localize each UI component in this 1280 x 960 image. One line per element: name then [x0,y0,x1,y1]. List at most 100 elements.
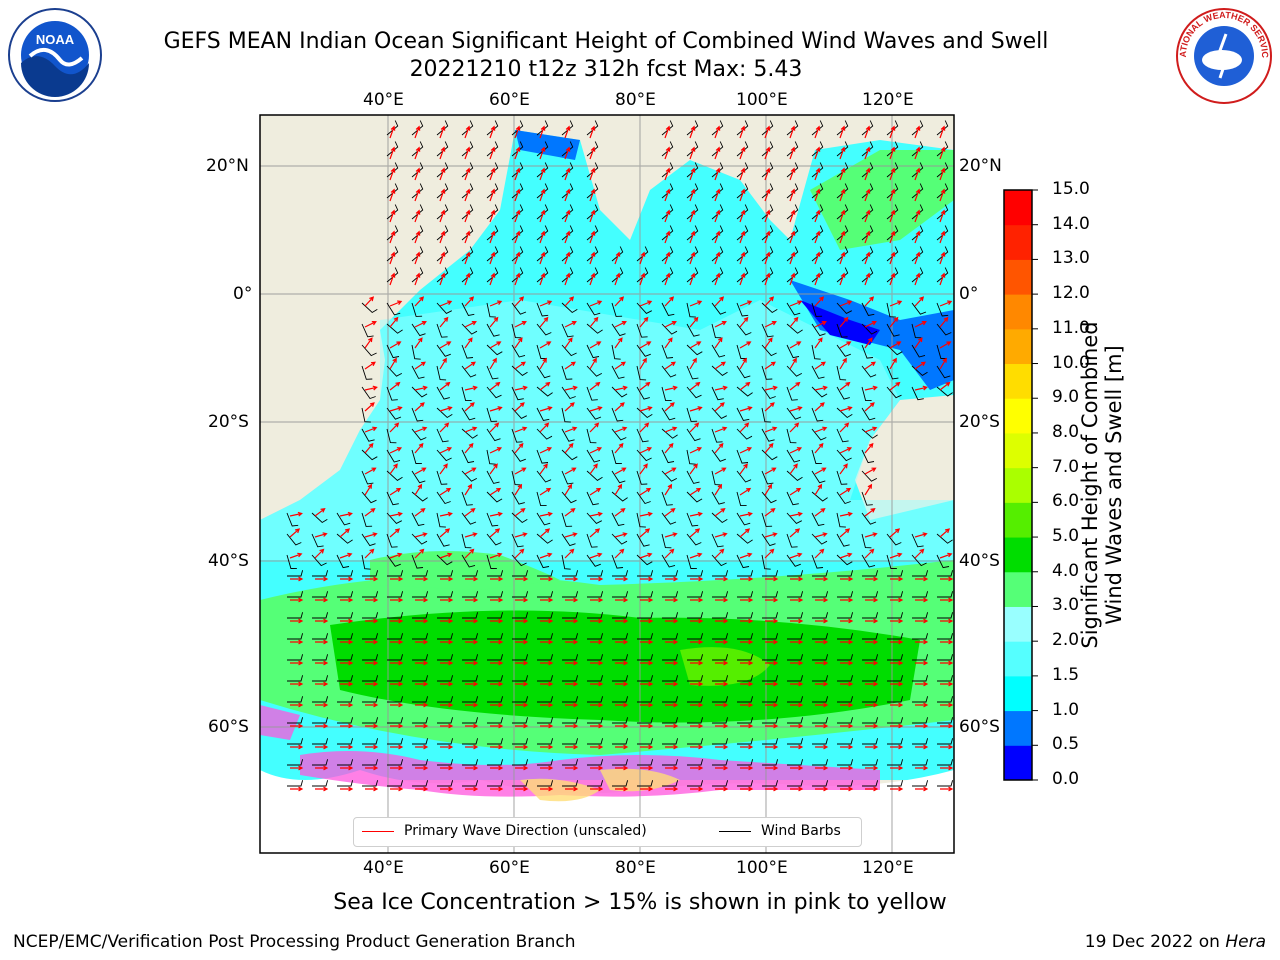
wind-barb [912,780,929,787]
wave-direction-arrow [664,385,678,391]
wave-direction-arrow [465,702,479,708]
wave-direction-arrow [439,316,449,328]
wind-barb [611,407,624,422]
wind-barb [711,386,724,401]
wind-barb [361,386,376,400]
wave-direction-arrow [464,125,471,139]
wind-barb [386,554,401,567]
wave-direction-arrow [814,385,828,391]
wind-barb [486,470,500,484]
wind-barb [637,759,654,766]
wave-direction-arrow [464,532,478,538]
low-wave-blue-north [515,130,580,160]
wind-barb [586,183,599,199]
wind-barb [561,162,574,178]
wave-direction-arrow [939,528,951,538]
wind-barb [887,696,904,703]
wave-direction-arrow [640,702,654,708]
wind-barb [462,717,479,724]
wind-barb [561,533,576,547]
wave-direction-arrow [439,146,446,160]
wave-direction-arrow [590,723,604,729]
wind-barb [411,344,421,360]
wave-direction-arrow [915,702,929,708]
wind-barb [911,162,924,178]
wave-direction-arrow [764,209,771,223]
wind-barb [912,612,929,619]
wave-direction-arrow [365,576,379,582]
lon-label-bottom-100e: 100°E [736,858,788,878]
wind-barb [536,554,550,569]
wave-direction-arrow [864,188,871,202]
wind-barb [312,675,329,682]
wave-direction-arrow [739,125,746,139]
wind-barb [312,654,329,661]
wave-direction-arrow [439,381,451,391]
wave-direction-arrow [464,483,473,496]
wave-direction-arrow [715,597,729,603]
wave-direction-arrow [639,357,647,370]
wave-direction-arrow [814,230,821,244]
wave-direction-arrow [515,576,529,582]
wave-direction-arrow [589,528,601,538]
wave-direction-arrow [789,422,800,433]
wave-direction-arrow [364,508,376,517]
wave-direction-arrow [839,300,853,307]
wave-direction-arrow [464,361,476,370]
wind-barb [786,407,802,420]
wind-barb [537,738,554,745]
wave-direction-arrow [939,251,946,265]
wind-barb [537,570,554,577]
colorbar-segment [1004,398,1032,434]
wave-direction-arrow [290,681,304,687]
wind-barb [687,654,704,661]
wave-direction-arrow [414,230,421,244]
wind-barb [662,612,679,619]
wave-direction-arrow [340,576,354,582]
wind-barb [661,120,674,136]
wave-direction-arrow [565,744,579,750]
wind-barb [287,591,304,598]
wave-direction-arrow [739,487,752,496]
wind-barb [312,717,329,724]
wind-barb [786,449,801,463]
wind-barb [736,470,752,483]
wind-barb [386,407,402,420]
wind-barb [661,554,676,568]
wind-barb [411,141,424,157]
wave-direction-arrow [464,402,475,412]
wave-direction-arrow [714,426,728,433]
wind-barb [661,449,675,464]
wind-barb [836,365,847,381]
wind-barb [436,365,447,381]
wind-barb [636,428,649,443]
wave-direction-arrow [665,681,679,687]
wave-direction-arrow [814,402,825,412]
wind-barb [512,780,529,787]
wind-barb [437,675,454,682]
wind-barb [386,120,399,136]
legend-swatch-wind [719,830,751,832]
wave-direction-arrow [714,251,721,265]
wave-direction-arrow [565,765,579,771]
wind-barb [712,591,729,598]
wind-barb [637,570,654,577]
wind-barb [686,365,699,380]
wind-barb [837,612,854,619]
wave-direction-arrow [689,381,701,391]
wind-barb [411,428,427,441]
wave-direction-arrow [714,508,726,517]
wave-direction-arrow [315,639,329,645]
wind-barb [687,780,704,787]
wave-direction-arrow [664,426,678,433]
wind-barb [787,738,804,745]
wave-direction-arrow [564,483,573,496]
wind-barb [486,246,499,262]
wind-barb [462,759,479,766]
wave-direction-arrow [340,786,354,792]
wave-direction-arrow [490,576,504,582]
wind-barb [636,470,648,485]
wind-barb [511,162,524,178]
wind-barb [462,612,479,619]
wave-direction-arrow [415,597,429,603]
